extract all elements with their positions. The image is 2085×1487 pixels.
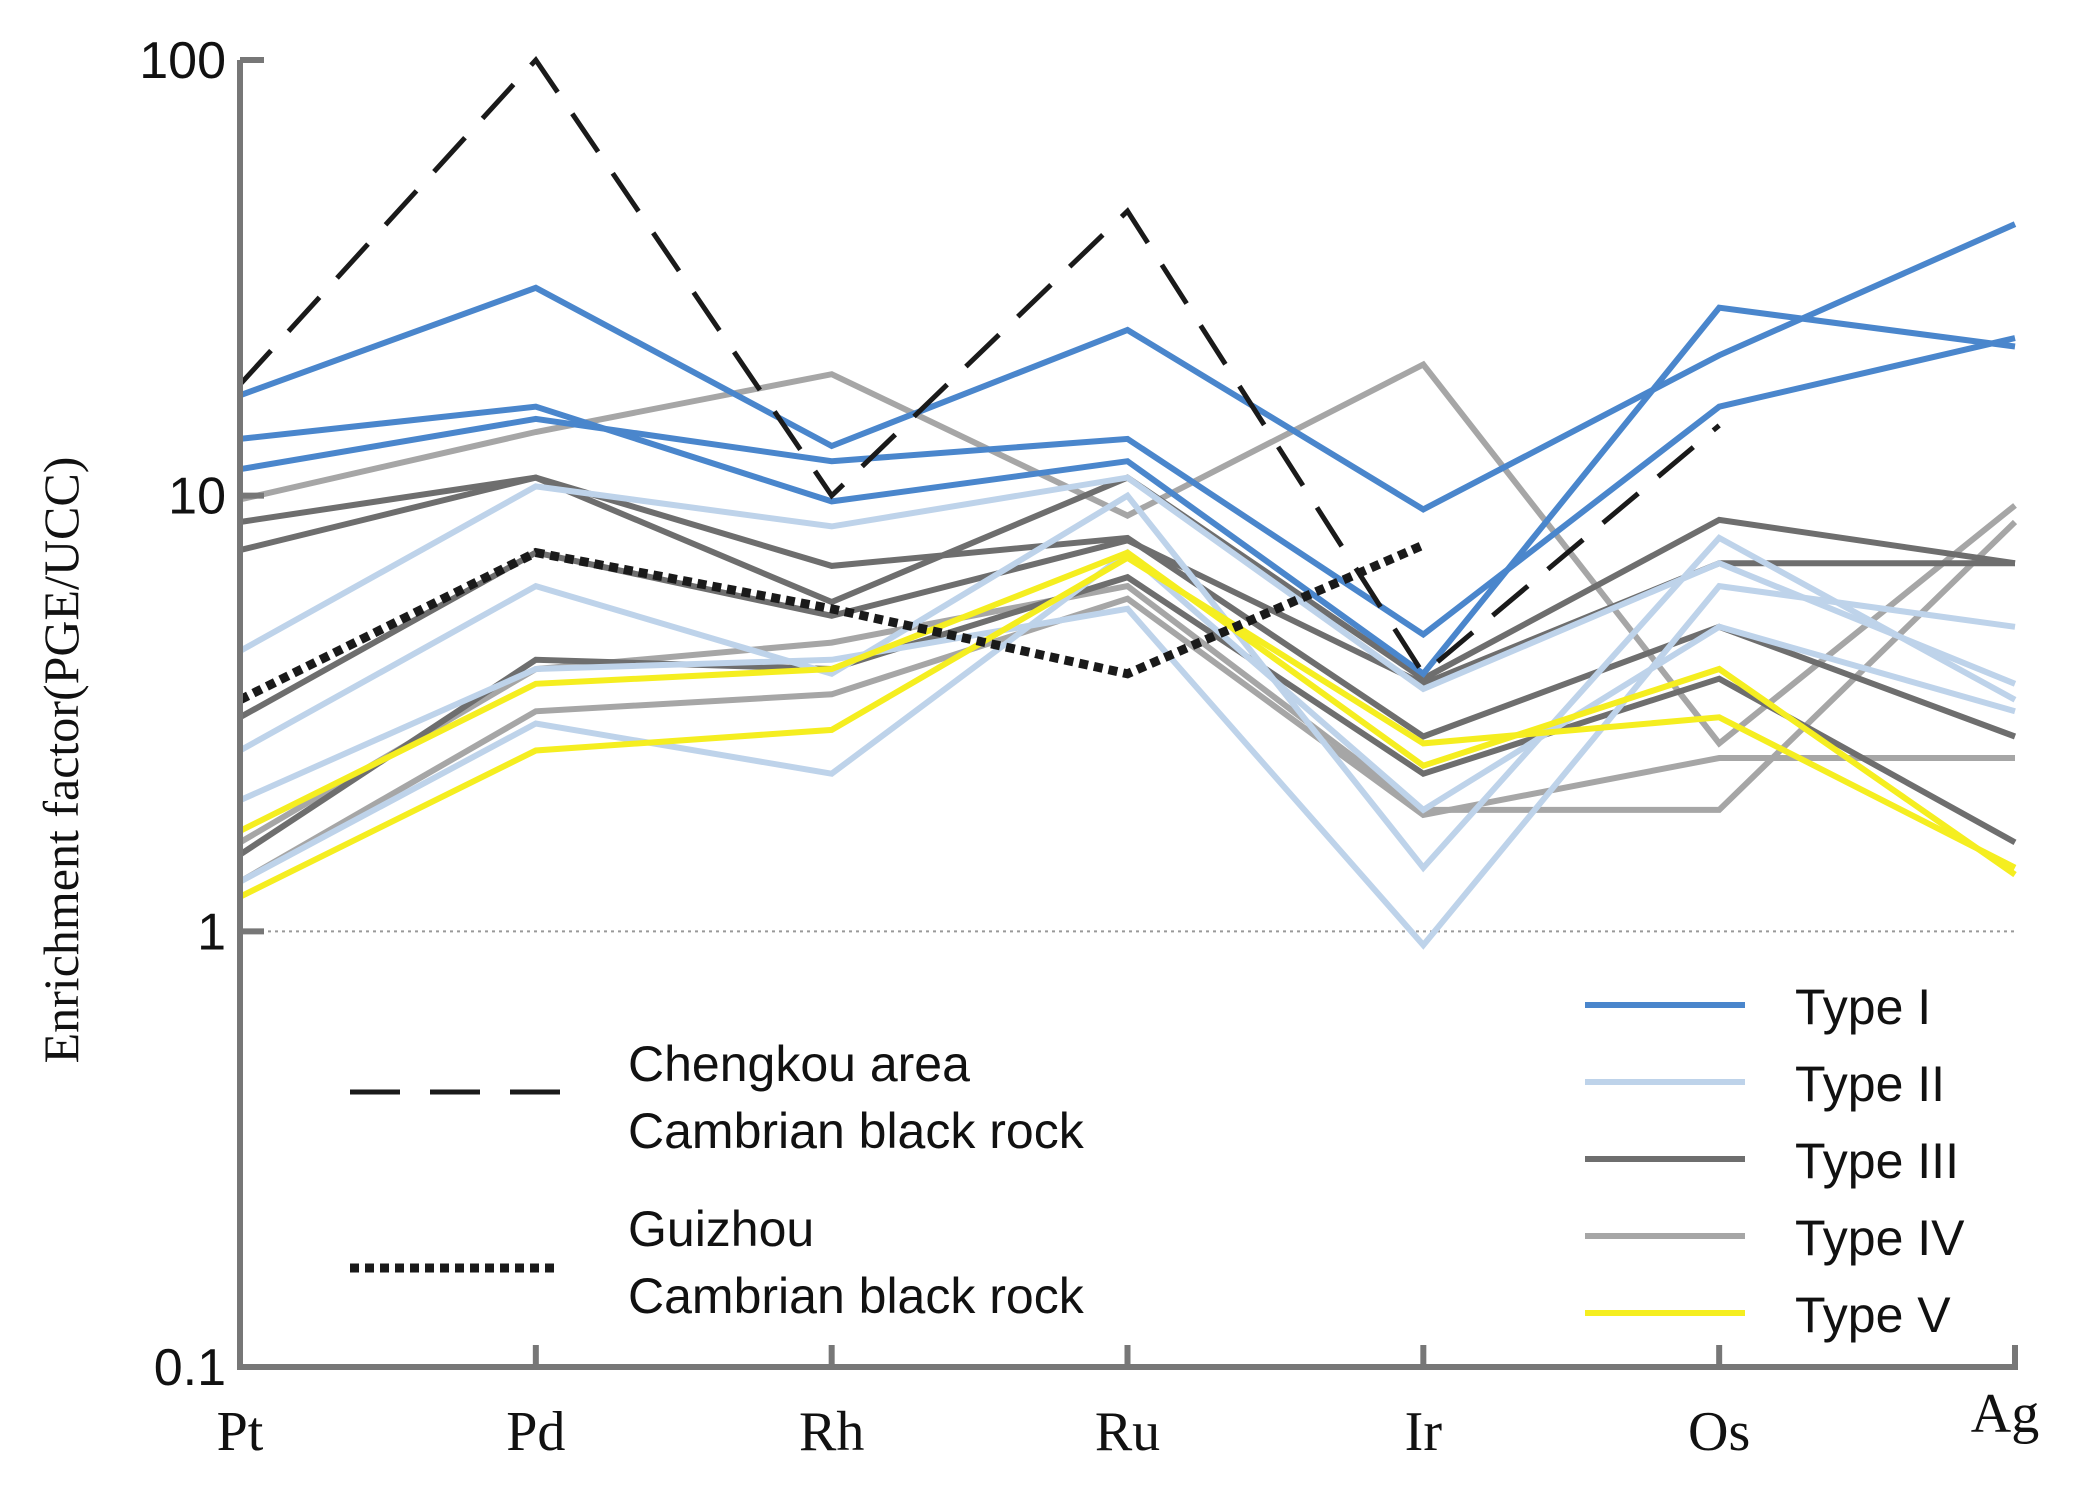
legend-label-type-ii: Type II	[1795, 1056, 1945, 1112]
y-tick-label-100: 100	[139, 32, 226, 90]
series-line-type-v-2	[238, 554, 2017, 900]
series-line-type-ii-3	[238, 582, 2016, 950]
y-tick-label-1: 1	[197, 903, 226, 961]
axes-layer	[237, 60, 2018, 1370]
x-tick-label-rh: Rh	[799, 1401, 864, 1463]
legend-label-type-iii: Type III	[1795, 1133, 1959, 1189]
series-line-type-i-3	[239, 335, 2016, 639]
series-line-guizhou-cambrian-black-rock	[237, 540, 1426, 704]
legend: Type I Type II Type III Type IV Type V Chengk…	[350, 979, 1965, 1343]
y-tick-label-0.1: 0.1	[154, 1339, 226, 1397]
legend-label-chengkou-line2: Cambrian black rock	[628, 1103, 1085, 1159]
legend-label-chengkou-line1: Chengkou area	[628, 1036, 970, 1092]
series-layer	[237, 55, 2018, 950]
y-tick-label-10: 10	[168, 468, 226, 526]
x-tick-label-ru: Ru	[1095, 1401, 1160, 1463]
series-line-type-i-2	[239, 304, 2016, 678]
series-line-type-ii-2	[238, 491, 2017, 873]
series-line-type-iv-1	[239, 360, 2017, 748]
series-line-type-iv-3	[238, 595, 2015, 885]
series-line-chengkou-area-cambrian-black-rock	[238, 55, 1721, 678]
series-line-type-v-1	[238, 549, 2017, 878]
x-tick-label-ir: Ir	[1405, 1401, 1443, 1463]
series-line-type-iii-4	[238, 573, 2017, 858]
ticks-layer: 100 10 1 0.1Pt Pd Rh Ru Ir Os Ag	[139, 32, 2039, 1463]
legend-label-guizhou-line2: Cambrian black rock	[628, 1268, 1085, 1324]
x-tick-label-ag: Ag	[1971, 1383, 2039, 1445]
legend-label-type-iv: Type IV	[1795, 1210, 1965, 1266]
series-line-type-ii-1	[238, 474, 2017, 693]
series-line-type-i-1	[238, 221, 2017, 513]
legend-label-type-i: Type I	[1795, 979, 1931, 1035]
x-tick-label-pt: Pt	[217, 1401, 264, 1463]
y-axis-label: Enrichment factor(PGE/UCC)	[33, 457, 89, 1064]
x-tick-label-os: Os	[1688, 1401, 1750, 1463]
legend-label-type-v: Type V	[1795, 1287, 1951, 1343]
x-tick-label-pd: Pd	[506, 1401, 565, 1463]
legend-label-guizhou-line1: Guizhou	[628, 1201, 814, 1257]
